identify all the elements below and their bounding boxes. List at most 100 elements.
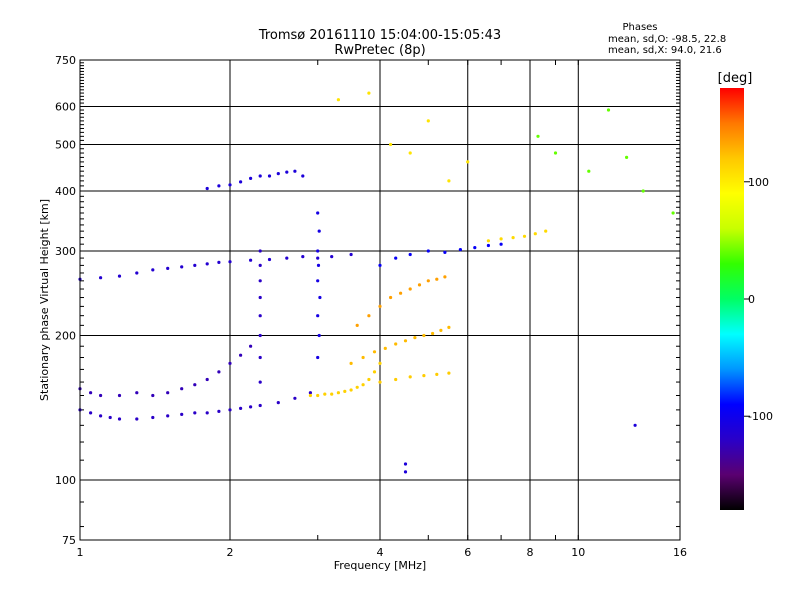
data-points: [78, 91, 675, 474]
data-point: [205, 262, 209, 266]
data-point: [285, 256, 289, 260]
data-point: [217, 184, 221, 188]
y-axis-label: Stationary phase Virtual Height [km]: [38, 199, 51, 401]
data-point: [394, 342, 398, 346]
x-tick-label: 1: [77, 546, 84, 559]
data-point: [293, 169, 297, 173]
data-point: [301, 174, 305, 178]
y-tick-label: 75: [62, 534, 76, 547]
y-tick-label: 200: [55, 330, 76, 343]
data-point: [606, 108, 611, 112]
data-point: [276, 401, 280, 405]
data-point: [394, 377, 398, 382]
data-point: [447, 179, 451, 183]
data-point: [151, 268, 155, 272]
data-point: [180, 265, 184, 269]
data-point: [276, 172, 280, 176]
data-point: [417, 283, 422, 287]
data-point: [383, 346, 387, 350]
data-point: [239, 353, 243, 357]
data-point: [372, 370, 377, 374]
data-point: [258, 355, 262, 360]
data-point: [193, 411, 197, 415]
data-point: [317, 333, 321, 338]
data-point: [389, 142, 393, 147]
data-point: [239, 406, 243, 410]
data-point: [499, 237, 503, 241]
data-point: [367, 314, 371, 318]
data-point: [408, 375, 412, 379]
data-point: [249, 344, 253, 348]
data-point: [316, 249, 320, 253]
data-point: [117, 274, 122, 278]
colorbar-label: [deg]: [718, 71, 753, 86]
data-point: [671, 211, 675, 215]
data-point: [205, 377, 209, 382]
data-point: [316, 355, 320, 360]
data-point: [625, 155, 629, 159]
x-tick-label: 16: [673, 546, 687, 559]
data-point: [217, 370, 221, 374]
data-point: [99, 393, 103, 398]
data-point: [435, 277, 439, 281]
data-point: [553, 151, 558, 155]
data-point: [301, 255, 305, 259]
data-point: [151, 415, 155, 420]
data-point: [499, 242, 503, 246]
chart-title: Tromsø 20161110 15:04:00-15:05:43: [258, 28, 501, 43]
data-point: [151, 393, 155, 398]
data-point: [372, 350, 377, 354]
data-point: [641, 189, 645, 193]
data-point: [367, 91, 371, 95]
data-point: [318, 295, 322, 300]
data-point: [228, 361, 232, 365]
data-point: [361, 355, 365, 360]
data-point: [293, 396, 297, 400]
x-tick-labels: 1 2 4 6 8 10 16: [77, 546, 688, 559]
data-point: [193, 263, 197, 267]
data-point: [587, 169, 591, 173]
data-point: [422, 333, 426, 338]
data-point: [239, 180, 243, 184]
data-point: [316, 256, 320, 260]
data-point: [378, 304, 382, 308]
data-point: [258, 403, 262, 408]
data-point: [330, 392, 334, 396]
data-point: [180, 412, 184, 416]
data-point: [267, 257, 272, 262]
data-point: [544, 229, 548, 233]
data-point: [217, 409, 221, 413]
data-point: [258, 263, 262, 267]
data-point: [633, 423, 637, 427]
data-point: [394, 256, 398, 260]
data-point: [349, 388, 353, 392]
x-tick-label: 2: [227, 546, 234, 559]
data-point: [426, 119, 430, 123]
data-point: [228, 260, 232, 264]
data-point: [466, 160, 470, 164]
data-point: [378, 263, 382, 267]
data-point: [443, 275, 447, 279]
data-point: [355, 323, 359, 327]
colorbar-tick-label: 0: [748, 293, 755, 306]
stats-x: mean, sd,X: 94.0, 21.6: [608, 45, 722, 56]
data-point: [258, 174, 262, 178]
data-point: [258, 295, 262, 300]
data-point: [316, 314, 320, 318]
colorbar-tick-label: -100: [748, 410, 773, 423]
data-point: [316, 263, 321, 267]
data-point: [205, 411, 209, 415]
stats-heading: Phases: [622, 22, 657, 33]
data-point: [249, 258, 253, 262]
data-point: [323, 392, 327, 396]
y-tick-label: 500: [55, 139, 76, 152]
data-point: [166, 391, 170, 395]
data-point: [316, 211, 320, 215]
x-tick-label: 4: [377, 546, 384, 559]
data-point: [447, 371, 451, 375]
data-point: [166, 266, 170, 270]
data-point: [486, 243, 490, 248]
data-point: [458, 248, 462, 252]
data-point: [258, 380, 262, 384]
